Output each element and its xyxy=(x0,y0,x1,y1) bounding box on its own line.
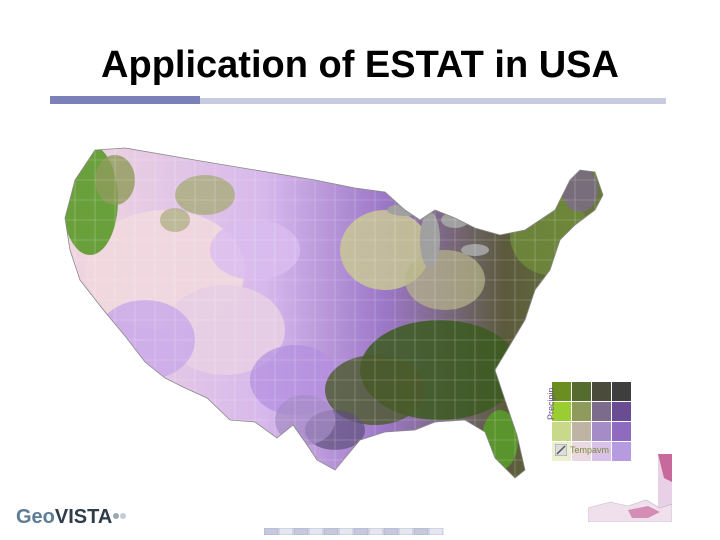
scale-bar-segment xyxy=(428,528,444,535)
legend-cell xyxy=(592,382,611,401)
scale-bar-segment xyxy=(278,528,294,535)
legend-cell xyxy=(572,422,591,441)
legend-cell xyxy=(572,442,591,461)
legend-cell xyxy=(592,402,611,421)
scale-bar-segment xyxy=(264,528,279,535)
slide-title: Application of ESTAT in USA xyxy=(101,44,619,86)
scale-bar-segment xyxy=(323,528,339,535)
scale-bar-segment xyxy=(383,528,399,535)
logo-mark-icon xyxy=(113,513,126,519)
title-underline xyxy=(50,98,666,104)
legend-cell xyxy=(592,442,611,461)
legend-cell xyxy=(572,402,591,421)
scale-bar-segment xyxy=(353,528,369,535)
legend-cell xyxy=(612,402,631,421)
scale-bar-segment xyxy=(398,528,414,535)
title-underline-accent xyxy=(50,96,200,104)
legend-cell xyxy=(612,382,631,401)
bivariate-legend xyxy=(552,382,631,461)
legend-tool-icon xyxy=(555,444,567,456)
scale-bar-segment xyxy=(308,528,324,535)
legend-cell xyxy=(612,422,631,441)
usa-county-map xyxy=(64,147,604,479)
legend-x-label: Tempavm xyxy=(570,445,610,455)
legend-cell xyxy=(572,382,591,401)
legend-cell xyxy=(552,422,571,441)
legend-cell xyxy=(552,402,571,421)
legend-y-label: Precipin xyxy=(546,387,556,420)
legend-cell xyxy=(612,442,631,461)
logo-text-vista: VISTA xyxy=(54,506,113,528)
legend-cell xyxy=(552,382,571,401)
inset-map xyxy=(588,454,672,522)
legend-cell xyxy=(592,422,611,441)
scale-bar-segment xyxy=(338,528,354,535)
scale-bar xyxy=(264,528,444,535)
scale-bar-segment xyxy=(368,528,384,535)
logo-text-geo: Geo xyxy=(16,506,55,528)
geovista-logo: GeoVISTA xyxy=(16,506,112,529)
scale-bar-segment xyxy=(413,528,429,535)
scale-bar-segment xyxy=(293,528,309,535)
